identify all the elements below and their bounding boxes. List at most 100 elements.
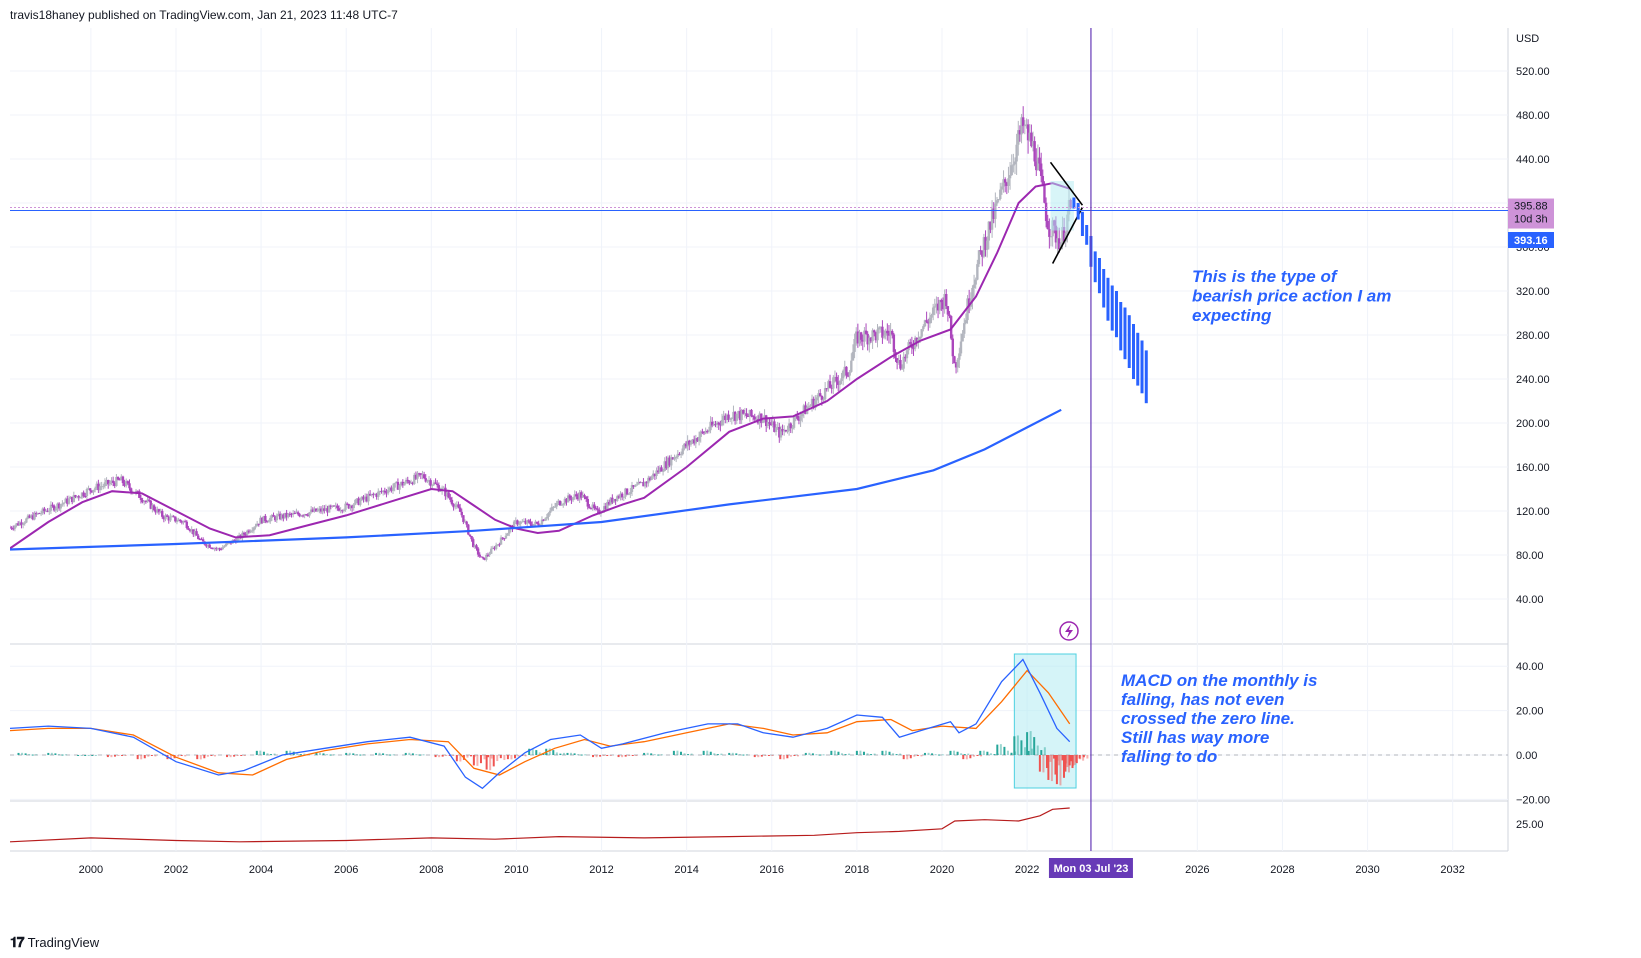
macd-histogram-bar bbox=[91, 755, 94, 756]
price-candle bbox=[853, 339, 856, 352]
price-candle bbox=[493, 547, 496, 550]
price-candle bbox=[738, 411, 742, 421]
macd-histogram-bar bbox=[355, 754, 358, 756]
x-tick-label: 2006 bbox=[334, 864, 358, 876]
macd-pane bbox=[10, 653, 1508, 790]
price-candle bbox=[909, 342, 912, 344]
macd-histogram-bar bbox=[1006, 750, 1009, 755]
tradingview-brand[interactable]: 𝟏𝟕 TradingView bbox=[10, 934, 99, 951]
macd-histogram-bar bbox=[1072, 755, 1075, 766]
price-candle bbox=[488, 553, 491, 556]
price-candle bbox=[48, 510, 51, 512]
price-candle bbox=[15, 523, 18, 526]
price-candle bbox=[1048, 229, 1051, 237]
price-candle bbox=[141, 500, 144, 503]
price-candle bbox=[899, 359, 902, 369]
price-candle bbox=[532, 523, 535, 527]
price-candle bbox=[925, 320, 928, 322]
price-candle bbox=[305, 514, 308, 516]
price-candle bbox=[737, 411, 740, 414]
macd-histogram-bar bbox=[1071, 755, 1074, 769]
price-candle bbox=[175, 521, 179, 523]
macd-histogram-bar bbox=[1029, 731, 1032, 755]
macd-annotation-line: falling to do bbox=[1121, 747, 1217, 766]
price-candle bbox=[30, 515, 33, 518]
price-candle bbox=[699, 431, 702, 437]
price-candle bbox=[496, 544, 499, 546]
price-candle bbox=[72, 495, 76, 503]
price-candle bbox=[550, 507, 553, 511]
price-candle bbox=[765, 415, 768, 427]
price-candle bbox=[98, 486, 102, 491]
price-candle bbox=[79, 497, 82, 499]
price-candle bbox=[874, 332, 878, 341]
price-candle bbox=[372, 493, 375, 495]
macd-histogram-bar bbox=[259, 750, 262, 755]
price-candle bbox=[967, 298, 971, 307]
price-candle bbox=[526, 520, 529, 524]
macd-histogram-bar bbox=[196, 755, 199, 760]
macd-histogram-bar bbox=[1013, 736, 1016, 755]
price-candle bbox=[915, 337, 918, 343]
macd-histogram-bar bbox=[760, 755, 763, 757]
price-candle bbox=[170, 516, 174, 518]
price-candle bbox=[586, 499, 589, 507]
price-candle bbox=[180, 521, 184, 523]
price-candle bbox=[881, 326, 884, 338]
price-candle bbox=[619, 493, 622, 498]
price-candle bbox=[548, 510, 552, 513]
x-tick-label: 2004 bbox=[249, 864, 273, 876]
macd-histogram-bar bbox=[136, 755, 139, 760]
macd-histogram-bar bbox=[895, 754, 898, 756]
price-candle bbox=[475, 545, 478, 549]
price-candle bbox=[840, 378, 843, 382]
price-candle bbox=[383, 490, 387, 493]
price-candle bbox=[629, 492, 632, 494]
macd-histogram-bar bbox=[489, 755, 492, 771]
price-candle bbox=[722, 415, 725, 421]
price-candle bbox=[624, 488, 627, 497]
price-candle bbox=[349, 505, 352, 509]
price-candle bbox=[422, 474, 426, 479]
price-candle bbox=[876, 329, 879, 341]
macd-histogram-bar bbox=[485, 755, 488, 770]
price-candle bbox=[269, 517, 272, 522]
macd-histogram-bar bbox=[753, 755, 756, 758]
macd-histogram-bar bbox=[1053, 755, 1056, 759]
price-candle bbox=[177, 519, 180, 522]
macd-histogram-bar bbox=[676, 750, 679, 755]
price-candle bbox=[1030, 132, 1033, 147]
macd-histogram-bar bbox=[479, 755, 482, 764]
macd-histogram-bar bbox=[720, 753, 723, 755]
macd-histogram-bar bbox=[514, 755, 517, 759]
price-candle bbox=[971, 287, 974, 300]
price-candle bbox=[709, 421, 712, 431]
macd-histogram-bar bbox=[17, 752, 20, 755]
price-candle bbox=[1062, 227, 1066, 242]
price-candle bbox=[107, 480, 110, 485]
price-candle bbox=[989, 221, 992, 230]
price-candle bbox=[157, 509, 161, 513]
price-candle bbox=[951, 338, 954, 357]
price-candle bbox=[576, 496, 580, 500]
macd-histogram-bar bbox=[884, 750, 887, 755]
macd-histogram-bar bbox=[389, 754, 392, 756]
price-candle bbox=[766, 422, 770, 427]
price-candle bbox=[1049, 236, 1053, 238]
price-candle bbox=[467, 524, 470, 535]
macd-histogram-bar bbox=[592, 755, 595, 758]
marker-countdown: 10d 3h bbox=[1514, 214, 1548, 226]
macd-histogram-bar bbox=[170, 755, 173, 760]
price-candle bbox=[745, 413, 748, 417]
price-candle bbox=[85, 488, 89, 497]
price-candle bbox=[43, 508, 46, 512]
macd-histogram-bar bbox=[226, 755, 229, 758]
price-candle bbox=[87, 488, 90, 490]
price-candle bbox=[470, 535, 473, 540]
macd-annotation-line: Still has way more bbox=[1121, 728, 1269, 747]
price-candle bbox=[190, 529, 193, 532]
projection-bar bbox=[1136, 332, 1140, 386]
x-tick-label: 2002 bbox=[164, 864, 188, 876]
